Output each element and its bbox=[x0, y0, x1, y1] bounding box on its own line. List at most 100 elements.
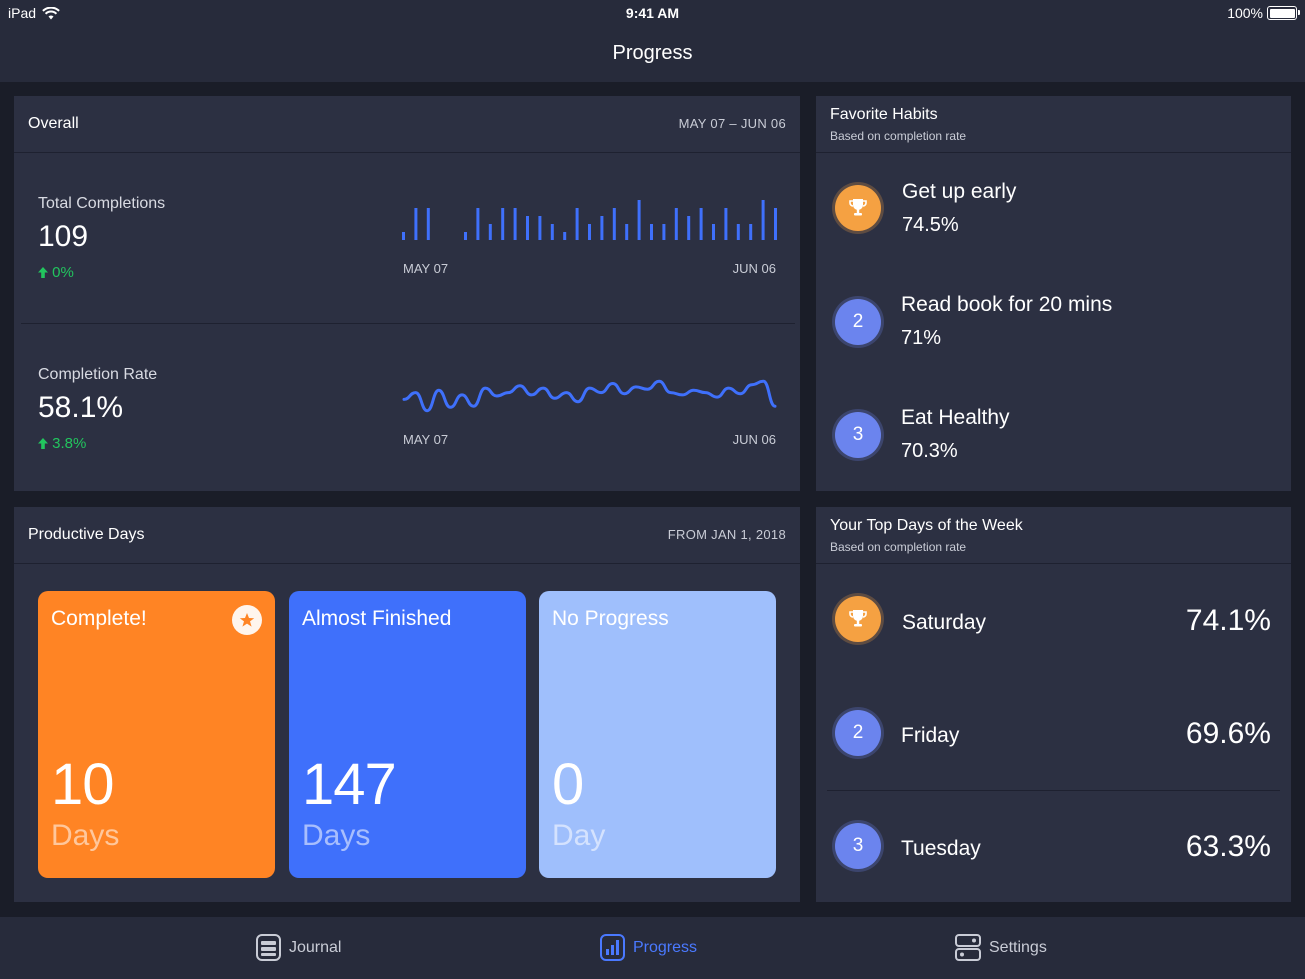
bar bbox=[761, 200, 765, 240]
day-name: Friday bbox=[901, 724, 960, 747]
arrow-up-icon bbox=[38, 267, 48, 278]
page-title: Progress bbox=[612, 42, 693, 64]
overall-panel: Overall MAY 07 – JUN 06 Total Completion… bbox=[14, 96, 800, 491]
habit-name: Get up early bbox=[902, 180, 1017, 203]
rank-badge: 2 bbox=[835, 299, 881, 345]
habit-rate: 71% bbox=[901, 327, 942, 349]
battery-percent: 100% bbox=[1227, 5, 1263, 21]
top-days-title: Your Top Days of the Week bbox=[830, 517, 1023, 534]
completions-bar-chart bbox=[402, 200, 777, 240]
bar bbox=[588, 224, 591, 240]
overall-date-range: MAY 07 – JUN 06 bbox=[678, 116, 786, 131]
card-title: No Progress bbox=[552, 607, 669, 630]
overall-title: Overall bbox=[28, 115, 79, 132]
bar bbox=[662, 224, 666, 240]
trophy-badge bbox=[835, 185, 881, 231]
wifi-icon bbox=[42, 6, 60, 19]
favorite-habits-subtitle: Based on completion rate bbox=[830, 129, 967, 143]
completion-rate-delta: 3.8% bbox=[38, 435, 86, 452]
card-unit: Day bbox=[552, 819, 606, 852]
bar bbox=[488, 224, 492, 240]
card-title: Almost Finished bbox=[302, 607, 452, 630]
card-count: 147 bbox=[302, 752, 397, 817]
bar bbox=[501, 208, 505, 240]
habit-name: Eat Healthy bbox=[901, 406, 1010, 429]
day-rate: 69.6% bbox=[1185, 717, 1271, 750]
trophy-icon bbox=[849, 610, 867, 627]
bar bbox=[414, 208, 418, 240]
tab-label: Settings bbox=[989, 938, 1047, 956]
bar bbox=[526, 216, 529, 240]
bar bbox=[476, 208, 480, 240]
top-days-divider bbox=[827, 790, 1280, 791]
card-unit: Days bbox=[302, 819, 371, 852]
arrow-up-icon bbox=[38, 438, 48, 449]
top-days-subtitle: Based on completion rate bbox=[830, 540, 967, 554]
bar bbox=[699, 208, 703, 240]
productive-days-title: Productive Days bbox=[28, 526, 145, 543]
bar bbox=[402, 232, 405, 240]
favorite-habits-title: Favorite Habits bbox=[830, 106, 938, 123]
bar-axis-end: JUN 06 bbox=[732, 261, 776, 276]
bar bbox=[637, 200, 641, 240]
tab-progress[interactable]: Progress bbox=[600, 934, 697, 961]
bar bbox=[674, 208, 678, 240]
day-rate: 63.3% bbox=[1185, 830, 1271, 863]
status-bar: iPad 9:41 AM 100% bbox=[0, 0, 1305, 26]
almost-finished-card[interactable]: Almost Finished 147 Days bbox=[289, 591, 526, 878]
no-progress-card[interactable]: No Progress 0 Day bbox=[539, 591, 776, 878]
bar bbox=[625, 224, 629, 240]
total-completions-label: Total Completions bbox=[38, 195, 166, 212]
bar bbox=[513, 208, 517, 240]
card-title: Complete! bbox=[51, 607, 147, 630]
overall-divider bbox=[21, 323, 795, 324]
card-unit: Days bbox=[51, 819, 120, 852]
tab-journal[interactable]: Journal bbox=[256, 934, 341, 961]
total-completions-value: 109 bbox=[38, 220, 89, 253]
top-bar: iPad 9:41 AM 100% Progress bbox=[0, 0, 1305, 82]
productive-days-panel: Productive Days FROM JAN 1, 2018 Complet… bbox=[14, 507, 800, 902]
bar bbox=[736, 224, 740, 240]
bar bbox=[538, 216, 542, 240]
day-name: Tuesday bbox=[901, 837, 981, 860]
bar-axis-start: MAY 07 bbox=[403, 261, 449, 276]
complete-card[interactable]: Complete! 10 Days bbox=[38, 591, 275, 878]
trophy-icon bbox=[849, 199, 867, 216]
battery-icon bbox=[1267, 6, 1300, 20]
tab-bar: Journal Progress Settings bbox=[0, 917, 1305, 979]
bar bbox=[724, 208, 728, 240]
bar bbox=[426, 208, 430, 240]
completion-rate-label: Completion Rate bbox=[38, 366, 158, 383]
bar bbox=[464, 232, 467, 240]
bar bbox=[712, 224, 715, 240]
bar bbox=[774, 208, 777, 240]
card-count: 10 bbox=[51, 752, 115, 817]
habit-rate: 70.3% bbox=[901, 440, 958, 462]
bar bbox=[650, 224, 653, 240]
day-name: Saturday bbox=[902, 611, 987, 634]
habit-name: Read book for 20 mins bbox=[901, 293, 1113, 316]
favorite-habits-panel: Favorite Habits Based on completion rate… bbox=[816, 96, 1291, 491]
bar bbox=[687, 216, 691, 240]
rank-badge: 3 bbox=[835, 823, 881, 869]
completion-rate-value: 58.1% bbox=[38, 391, 124, 424]
completion-rate-line-chart bbox=[402, 379, 777, 413]
card-count: 0 bbox=[552, 752, 584, 817]
line-axis-start: MAY 07 bbox=[403, 432, 449, 447]
journal-icon bbox=[256, 934, 281, 961]
tab-settings[interactable]: Settings bbox=[955, 934, 1047, 961]
productive-days-since: FROM JAN 1, 2018 bbox=[667, 527, 786, 542]
rank-badge: 2 bbox=[835, 710, 881, 756]
tab-label: Journal bbox=[289, 938, 342, 956]
tab-label: Progress bbox=[633, 938, 698, 956]
rate-line bbox=[402, 379, 777, 413]
bar bbox=[550, 224, 554, 240]
bar bbox=[575, 208, 579, 240]
line-axis-end: JUN 06 bbox=[732, 432, 776, 447]
star-icon bbox=[232, 605, 262, 635]
bar bbox=[563, 232, 567, 240]
settings-icon bbox=[955, 934, 981, 961]
bar bbox=[749, 224, 753, 240]
bar bbox=[612, 208, 616, 240]
